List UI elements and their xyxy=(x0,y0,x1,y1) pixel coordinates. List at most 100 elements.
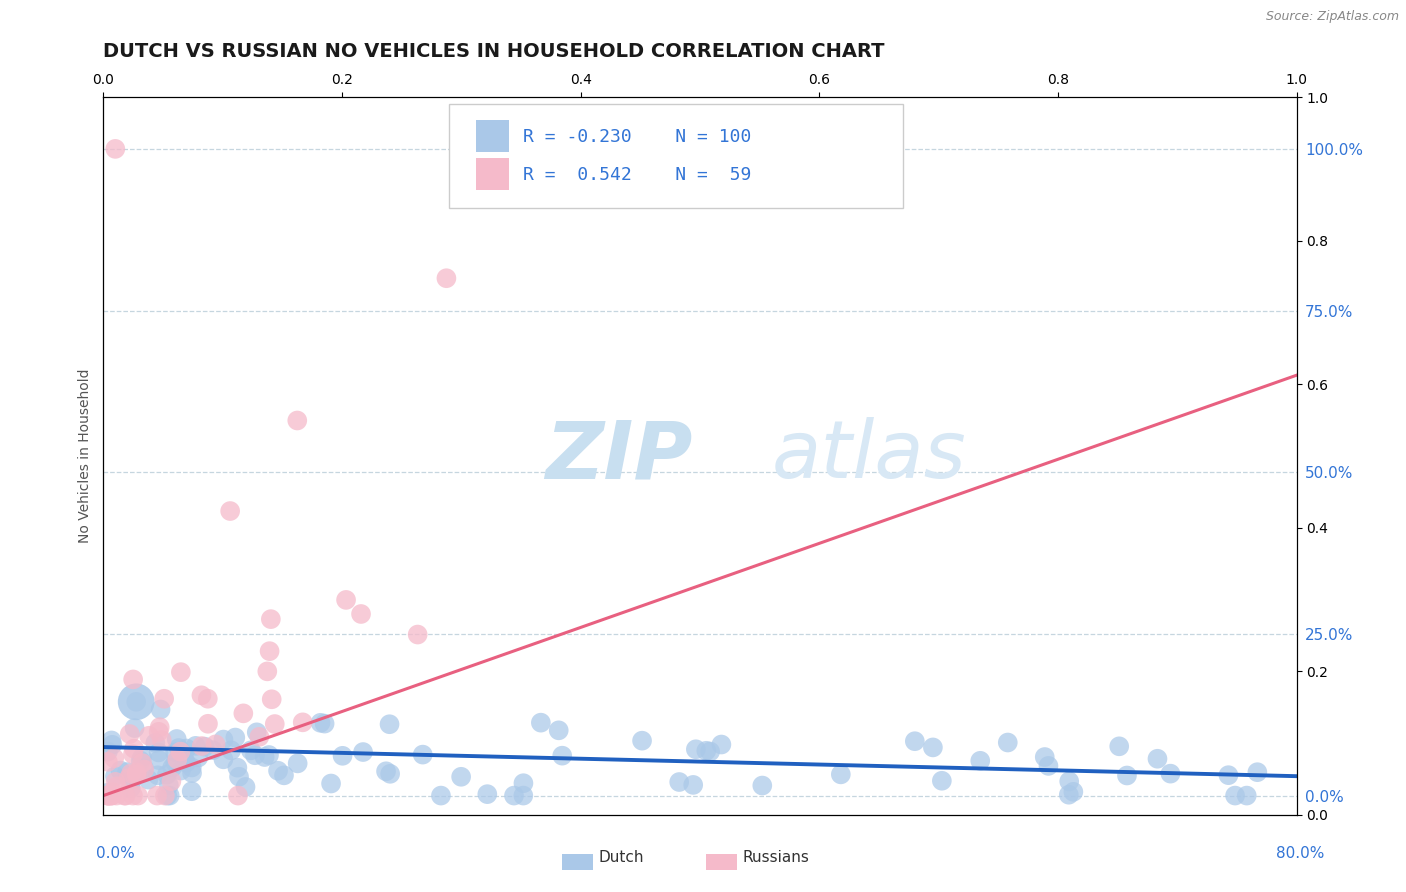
Text: R =  0.542    N =  59: R = 0.542 N = 59 xyxy=(523,166,752,184)
Point xyxy=(682,778,704,792)
Point xyxy=(197,716,219,731)
Point xyxy=(477,787,499,801)
Point xyxy=(97,789,120,803)
Point xyxy=(125,767,148,781)
Point xyxy=(170,665,193,680)
Point xyxy=(184,739,207,753)
Y-axis label: No Vehicles in Household: No Vehicles in Household xyxy=(79,368,93,543)
Point xyxy=(104,775,127,789)
Point xyxy=(187,750,209,764)
Point xyxy=(100,789,122,803)
Point xyxy=(350,607,373,621)
Point xyxy=(146,789,169,803)
Point xyxy=(100,789,122,803)
Point xyxy=(1116,768,1139,782)
Point xyxy=(165,756,187,770)
Point xyxy=(129,754,152,768)
Point xyxy=(190,739,212,753)
Point xyxy=(157,778,180,792)
Point xyxy=(101,738,124,752)
Point xyxy=(170,764,193,778)
Point xyxy=(148,753,170,767)
Point xyxy=(181,766,204,780)
Point xyxy=(166,731,188,746)
Point xyxy=(285,413,308,427)
Point xyxy=(149,720,172,734)
Point xyxy=(260,692,283,706)
Point xyxy=(232,706,254,721)
Point xyxy=(668,775,690,789)
Point xyxy=(378,766,401,780)
Point xyxy=(243,748,266,763)
Point xyxy=(287,756,309,771)
Point xyxy=(121,772,143,787)
Point xyxy=(97,786,120,800)
Point xyxy=(122,741,145,756)
Point xyxy=(273,768,295,782)
FancyBboxPatch shape xyxy=(475,120,509,153)
Point xyxy=(512,776,534,790)
Point xyxy=(450,770,472,784)
Point xyxy=(134,763,156,777)
Point xyxy=(148,724,170,739)
Point xyxy=(412,747,434,762)
Point xyxy=(143,736,166,750)
Point xyxy=(512,789,534,803)
Text: DUTCH VS RUSSIAN NO VEHICLES IN HOUSEHOLD CORRELATION CHART: DUTCH VS RUSSIAN NO VEHICLES IN HOUSEHOL… xyxy=(104,42,884,61)
Point xyxy=(118,727,141,741)
Point xyxy=(174,756,197,770)
Point xyxy=(180,760,202,774)
Point xyxy=(212,732,235,747)
Point xyxy=(247,730,270,744)
Point xyxy=(256,665,278,679)
Point xyxy=(166,752,188,766)
Text: ZIP: ZIP xyxy=(546,417,692,495)
Point xyxy=(173,749,195,764)
Point xyxy=(530,715,553,730)
Point xyxy=(332,748,354,763)
Point xyxy=(125,765,148,780)
Point xyxy=(156,767,179,781)
Point xyxy=(124,721,146,735)
Point xyxy=(226,761,249,775)
Point xyxy=(169,745,191,759)
Point xyxy=(503,789,526,803)
Point xyxy=(160,774,183,789)
Point xyxy=(138,729,160,743)
Text: 0.0%: 0.0% xyxy=(96,847,135,861)
Text: atlas: atlas xyxy=(772,417,966,495)
Point xyxy=(257,747,280,762)
Point xyxy=(97,745,120,759)
Point xyxy=(105,789,128,803)
Point xyxy=(263,717,285,731)
Point xyxy=(259,644,281,658)
Point xyxy=(197,691,219,706)
Point xyxy=(710,738,733,752)
Point xyxy=(695,744,717,758)
Point xyxy=(1033,750,1056,764)
Point xyxy=(1108,739,1130,754)
Point xyxy=(194,739,217,754)
Point xyxy=(1223,789,1246,803)
Point xyxy=(551,748,574,763)
Point xyxy=(922,740,945,755)
Text: Dutch: Dutch xyxy=(599,850,644,864)
Point xyxy=(104,769,127,783)
Point xyxy=(246,725,269,739)
Point xyxy=(122,673,145,687)
Point xyxy=(997,735,1019,749)
Point xyxy=(127,789,149,803)
Point xyxy=(219,743,242,757)
FancyBboxPatch shape xyxy=(450,104,903,209)
Point xyxy=(156,789,179,803)
Point xyxy=(190,688,212,702)
Point xyxy=(406,627,429,641)
Point xyxy=(631,733,654,747)
Point xyxy=(1057,774,1080,789)
Point xyxy=(969,754,991,768)
Point xyxy=(260,612,283,626)
Point xyxy=(180,784,202,798)
Point xyxy=(104,142,127,156)
Text: Source: ZipAtlas.com: Source: ZipAtlas.com xyxy=(1265,10,1399,22)
Point xyxy=(699,745,721,759)
